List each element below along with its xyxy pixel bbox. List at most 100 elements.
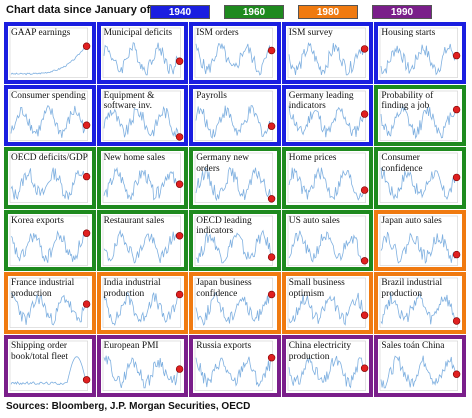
panel-frame (9, 90, 88, 141)
panel-frame (194, 215, 274, 266)
series-line (380, 355, 457, 389)
series-line (10, 167, 86, 201)
panel-label: Brazil industrial production (381, 278, 443, 299)
series-line (288, 355, 364, 389)
panel-label: Japan business confidence (196, 278, 252, 299)
chart-panel: Consumer spending (4, 84, 96, 147)
panel-line-plot (102, 215, 183, 266)
latest-value-marker (175, 132, 183, 141)
chart-panel: Small business optimism (281, 272, 374, 334)
latest-value-marker (453, 250, 461, 259)
chart-header: Chart data since January of: 1940 1960 1… (0, 0, 472, 22)
panel-label: New home sales (103, 153, 166, 164)
latest-value-marker (175, 231, 183, 240)
panel-label: Restaurant sales (103, 215, 165, 226)
chart-panel: India industrial production (96, 272, 189, 334)
series-line (288, 230, 364, 263)
series-line (288, 293, 364, 327)
series-line (195, 292, 272, 327)
series-line (195, 43, 272, 76)
series-line (103, 355, 179, 389)
panel-line-plot (102, 278, 183, 329)
series-line (380, 43, 457, 76)
chart-panel: Korea exports (4, 209, 96, 272)
latest-value-marker (360, 364, 369, 372)
panel-label: Municipal deficits (103, 28, 173, 38)
panel-label: Germany leading indicators (288, 90, 354, 112)
panel-line-plot (9, 27, 91, 78)
panel-frame (102, 215, 181, 266)
panel-line-plot (9, 278, 91, 329)
series-line (288, 42, 364, 76)
latest-value-marker (82, 376, 91, 384)
source-note: Sources: Bloomberg, J.P. Morgan Securiti… (6, 401, 251, 412)
latest-value-marker (453, 51, 461, 60)
panel-line-plot (9, 340, 91, 391)
panel-line-plot (194, 340, 276, 391)
panel-label: Consumer confidence (381, 153, 423, 174)
panel-label: Housing starts (381, 28, 436, 38)
panel-line-plot (287, 340, 369, 391)
panel-line-plot (194, 278, 276, 329)
latest-value-marker (360, 256, 369, 265)
panel-frame (287, 278, 366, 329)
panel-frame (102, 27, 181, 78)
panel-label: GAAP earnings (11, 28, 71, 38)
chart-panel: China electricity production (281, 335, 374, 397)
latest-value-marker (268, 46, 276, 55)
panel-frame (102, 278, 181, 329)
panel-line-plot (380, 152, 461, 204)
chart-panel: OECD leading indicators (189, 209, 281, 272)
panel-label: Korea exports (11, 215, 64, 226)
chart-panel: GAAP earnings (4, 22, 96, 84)
panel-frame (287, 215, 366, 266)
panel-line-plot (194, 152, 276, 204)
latest-value-marker (175, 180, 183, 189)
panel-label: China electricity production (288, 341, 352, 362)
panel-line-plot (9, 90, 91, 141)
panel-label: Probability of finding a job (381, 90, 434, 112)
panel-line-plot (380, 278, 461, 329)
latest-value-marker (82, 42, 91, 50)
panel-label: Russia exports (196, 341, 252, 351)
panel-label: European PMI (103, 341, 159, 351)
panel-frame (194, 278, 274, 329)
latest-value-marker (360, 186, 369, 194)
series-line (103, 229, 179, 264)
latest-value-marker (268, 354, 276, 362)
series-line (103, 42, 179, 76)
panel-line-plot (380, 215, 461, 266)
chart-panel: New home sales (96, 147, 189, 209)
chart-panel: Sales toán China (374, 335, 466, 397)
latest-value-marker (453, 173, 461, 182)
legend-1990: 1990 (372, 5, 432, 19)
panel-label: ISM orders (196, 28, 239, 38)
latest-value-marker (175, 365, 183, 373)
panel-label: Shipping order book/total fleet (11, 341, 69, 362)
latest-value-marker (453, 370, 461, 378)
panel-line-plot (9, 215, 91, 266)
panel-label: OECD leading indicators (196, 215, 252, 237)
panel-line-plot (102, 152, 183, 204)
panel-label: ISM survey (288, 28, 333, 38)
panel-line-plot (287, 215, 369, 266)
panel-label: Germany new orders (196, 153, 250, 174)
series-line (10, 104, 86, 138)
series-line (195, 167, 272, 202)
latest-value-marker (82, 173, 91, 181)
panel-frame (9, 340, 88, 391)
latest-value-marker (268, 291, 276, 299)
header-title: Chart data since January of: (6, 4, 154, 16)
legend-1980: 1980 (298, 5, 358, 19)
panel-line-plot (380, 90, 461, 141)
chart-panel: US auto sales (281, 209, 374, 272)
chart-panel: Municipal deficits (96, 22, 189, 84)
panel-label: Home prices (288, 153, 337, 164)
chart-panel: Consumer confidence (374, 147, 466, 209)
chart-panel: Germany leading indicators (281, 84, 374, 147)
latest-value-marker (82, 229, 91, 237)
series-line (288, 167, 364, 201)
panel-label: OECD deficits/GDP (11, 153, 88, 164)
chart-panel: Japan auto sales (374, 209, 466, 272)
chart-panel: Japan business confidence (189, 272, 281, 334)
